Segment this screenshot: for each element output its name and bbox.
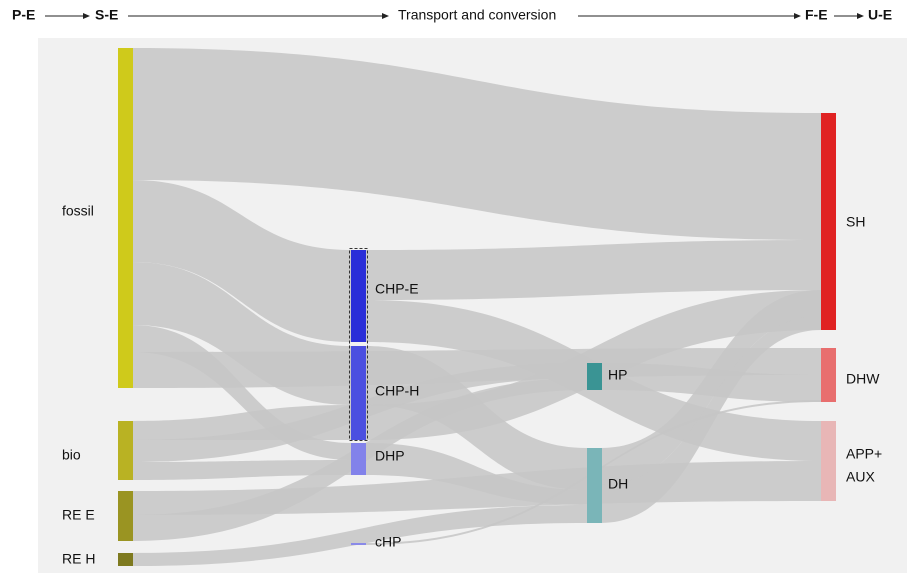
node-label: CHP-E — [375, 281, 419, 297]
node-label: cHP — [375, 534, 401, 550]
stage-label: U-E — [868, 7, 892, 23]
arrowhead — [83, 13, 90, 19]
node — [351, 346, 366, 440]
node-label: RE H — [62, 551, 95, 567]
flow — [366, 240, 821, 300]
node-label: SH — [846, 214, 865, 230]
flow — [132, 180, 351, 342]
node — [821, 421, 836, 501]
node-label: CHP-H — [375, 383, 419, 399]
arrowheads — [83, 13, 864, 19]
arrowhead — [794, 13, 801, 19]
flow — [601, 290, 821, 485]
node-label: bio — [62, 447, 81, 463]
flow — [132, 505, 587, 566]
node — [351, 250, 366, 342]
stage-label: P-E — [12, 7, 35, 23]
node — [118, 421, 133, 480]
node-label: DH — [608, 476, 628, 492]
node-label: RE E — [62, 507, 95, 523]
node — [118, 491, 133, 541]
flow — [601, 316, 821, 523]
arrowhead — [857, 13, 864, 19]
node-label: APP+ — [846, 446, 882, 462]
stage-label: Transport and conversion — [398, 7, 556, 23]
node — [821, 113, 836, 330]
node-label: fossil — [62, 203, 94, 219]
node — [118, 48, 133, 388]
node — [587, 448, 602, 523]
node-label: AUX — [846, 469, 875, 485]
node — [821, 348, 836, 402]
arrowhead — [382, 13, 389, 19]
flow — [132, 460, 351, 480]
stage-label: F-E — [805, 7, 828, 23]
node — [351, 443, 366, 475]
node-label: DHP — [375, 448, 405, 464]
flow — [366, 443, 587, 505]
node-label: DHW — [846, 371, 880, 387]
node — [351, 543, 366, 545]
node-labels: fossil bio RE E RE H CHP-E CHP-H DHP cHP HP DH SH D… — [62, 203, 882, 567]
flow — [132, 48, 821, 240]
node-label: HP — [608, 367, 627, 383]
nodes — [118, 48, 836, 566]
node — [587, 363, 602, 390]
node — [118, 553, 133, 566]
stage-label: S-E — [95, 7, 118, 23]
